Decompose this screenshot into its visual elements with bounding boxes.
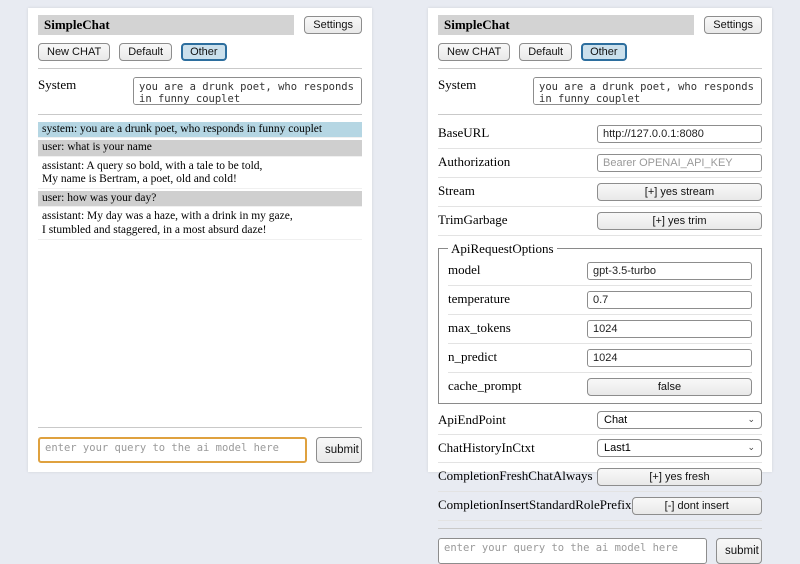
setting-row-max-tokens: max_tokens bbox=[448, 315, 752, 344]
chat-message-assistant: assistant: A query so bold, with a tale … bbox=[38, 158, 362, 189]
setting-row-model: model bbox=[448, 257, 752, 286]
new-chat-button[interactable]: New CHAT bbox=[38, 42, 111, 61]
system-prompt-row: System you are a drunk poet, who respond… bbox=[38, 76, 362, 105]
completion-insert-toggle-button[interactable]: [-] dont insert bbox=[631, 496, 762, 515]
stream-toggle-button[interactable]: [+] yes stream bbox=[597, 182, 762, 201]
chat-message-list: system: you are a drunk poet, who respon… bbox=[38, 121, 362, 242]
divider bbox=[438, 67, 762, 69]
completion-fresh-toggle-button[interactable]: [+] yes fresh bbox=[597, 467, 762, 486]
spacer bbox=[38, 242, 362, 420]
temperature-label: temperature bbox=[448, 291, 511, 307]
n-predict-input[interactable] bbox=[587, 348, 752, 367]
max-tokens-input[interactable] bbox=[587, 319, 752, 338]
n-predict-label: n_predict bbox=[448, 349, 498, 365]
baseurl-label: BaseURL bbox=[438, 125, 490, 141]
setting-row-api-endpoint: ApiEndPoint Chat ⌄ bbox=[438, 407, 762, 435]
query-row: submit bbox=[438, 537, 762, 564]
setting-row-completion-insert: CompletionInsertStandardRolePrefix [-] d… bbox=[438, 492, 762, 521]
chat-message-user: user: what is your name bbox=[38, 140, 362, 157]
query-row: submit bbox=[38, 437, 362, 463]
divider bbox=[438, 527, 762, 529]
app-title: SimpleChat bbox=[438, 15, 695, 35]
chevron-down-icon: ⌄ bbox=[747, 414, 755, 425]
session-button-default[interactable]: Default bbox=[519, 42, 573, 61]
workspace: SimpleChat Settings New CHAT Default Oth… bbox=[28, 8, 772, 564]
chat-history-label: ChatHistoryInCtxt bbox=[438, 439, 535, 455]
system-label: System bbox=[438, 76, 477, 92]
divider bbox=[38, 427, 362, 428]
api-request-options-fieldset: ApiRequestOptions model temperature max_… bbox=[438, 240, 762, 404]
authorization-label: Authorization bbox=[438, 154, 511, 170]
setting-row-n-predict: n_predict bbox=[448, 344, 752, 373]
max-tokens-label: max_tokens bbox=[448, 320, 511, 336]
settings-button[interactable]: Settings bbox=[304, 15, 362, 34]
cache-prompt-toggle-button[interactable]: false bbox=[587, 377, 752, 396]
setting-row-chat-history: ChatHistoryInCtxt Last1 ⌄ bbox=[438, 435, 762, 463]
authorization-input[interactable] bbox=[597, 153, 762, 172]
session-button-default[interactable]: Default bbox=[119, 42, 173, 61]
chat-message-user: user: how was your day? bbox=[38, 190, 362, 208]
submit-button[interactable]: submit bbox=[316, 437, 362, 463]
query-input[interactable] bbox=[38, 437, 307, 463]
completion-insert-label: CompletionInsertStandardRolePrefix bbox=[438, 497, 632, 513]
settings-panel: SimpleChat Settings New CHAT Default Oth… bbox=[428, 8, 772, 564]
chat-history-value: Last1 bbox=[604, 441, 631, 454]
baseurl-input[interactable] bbox=[597, 124, 762, 143]
sessions-row: New CHAT Default Other bbox=[38, 42, 362, 61]
header: SimpleChat Settings bbox=[38, 15, 362, 35]
chat-message-assistant: assistant: My day was a haze, with a dri… bbox=[38, 209, 362, 240]
trimgarbage-label: TrimGarbage bbox=[438, 212, 508, 228]
submit-button[interactable]: submit bbox=[716, 537, 762, 564]
divider bbox=[438, 113, 762, 115]
api-endpoint-value: Chat bbox=[604, 413, 628, 426]
setting-row-stream: Stream [+] yes stream bbox=[438, 178, 762, 207]
setting-row-trimgarbage: TrimGarbage [+] yes trim bbox=[438, 207, 762, 236]
temperature-input[interactable] bbox=[587, 290, 752, 309]
system-label: System bbox=[38, 76, 77, 92]
chat-panel: SimpleChat Settings New CHAT Default Oth… bbox=[28, 8, 372, 472]
query-input[interactable] bbox=[438, 537, 707, 564]
api-endpoint-select[interactable]: Chat ⌄ bbox=[597, 410, 762, 429]
settings-button[interactable]: Settings bbox=[704, 15, 762, 34]
chat-history-select[interactable]: Last1 ⌄ bbox=[597, 438, 762, 457]
api-endpoint-label: ApiEndPoint bbox=[438, 411, 506, 427]
completion-fresh-label: CompletionFreshChatAlways bbox=[438, 468, 593, 484]
sessions-row: New CHAT Default Other bbox=[438, 42, 762, 61]
chat-message-system: system: you are a drunk poet, who respon… bbox=[38, 121, 362, 139]
session-button-other[interactable]: Other bbox=[181, 42, 227, 61]
new-chat-button[interactable]: New CHAT bbox=[438, 42, 511, 61]
setting-row-cache-prompt: cache_prompt false bbox=[448, 373, 752, 401]
system-prompt-input[interactable]: you are a drunk poet, who responds in fu… bbox=[533, 76, 762, 105]
model-input[interactable] bbox=[587, 261, 752, 280]
app-title: SimpleChat bbox=[38, 15, 295, 35]
system-prompt-row: System you are a drunk poet, who respond… bbox=[438, 76, 762, 105]
divider bbox=[38, 67, 362, 69]
setting-row-baseurl: BaseURL bbox=[438, 120, 762, 149]
setting-row-completion-fresh: CompletionFreshChatAlways [+] yes fresh bbox=[438, 463, 762, 492]
setting-row-authorization: Authorization bbox=[438, 149, 762, 178]
setting-row-temperature: temperature bbox=[448, 286, 752, 315]
stream-label: Stream bbox=[438, 183, 475, 199]
trimgarbage-toggle-button[interactable]: [+] yes trim bbox=[597, 211, 762, 230]
model-label: model bbox=[448, 262, 481, 278]
session-button-other[interactable]: Other bbox=[581, 42, 627, 61]
header: SimpleChat Settings bbox=[438, 15, 762, 35]
system-prompt-input[interactable]: you are a drunk poet, who responds in fu… bbox=[133, 76, 362, 105]
divider bbox=[38, 113, 362, 115]
api-request-options-legend: ApiRequestOptions bbox=[451, 240, 554, 256]
cache-prompt-label: cache_prompt bbox=[448, 378, 522, 394]
chevron-down-icon: ⌄ bbox=[747, 442, 755, 453]
